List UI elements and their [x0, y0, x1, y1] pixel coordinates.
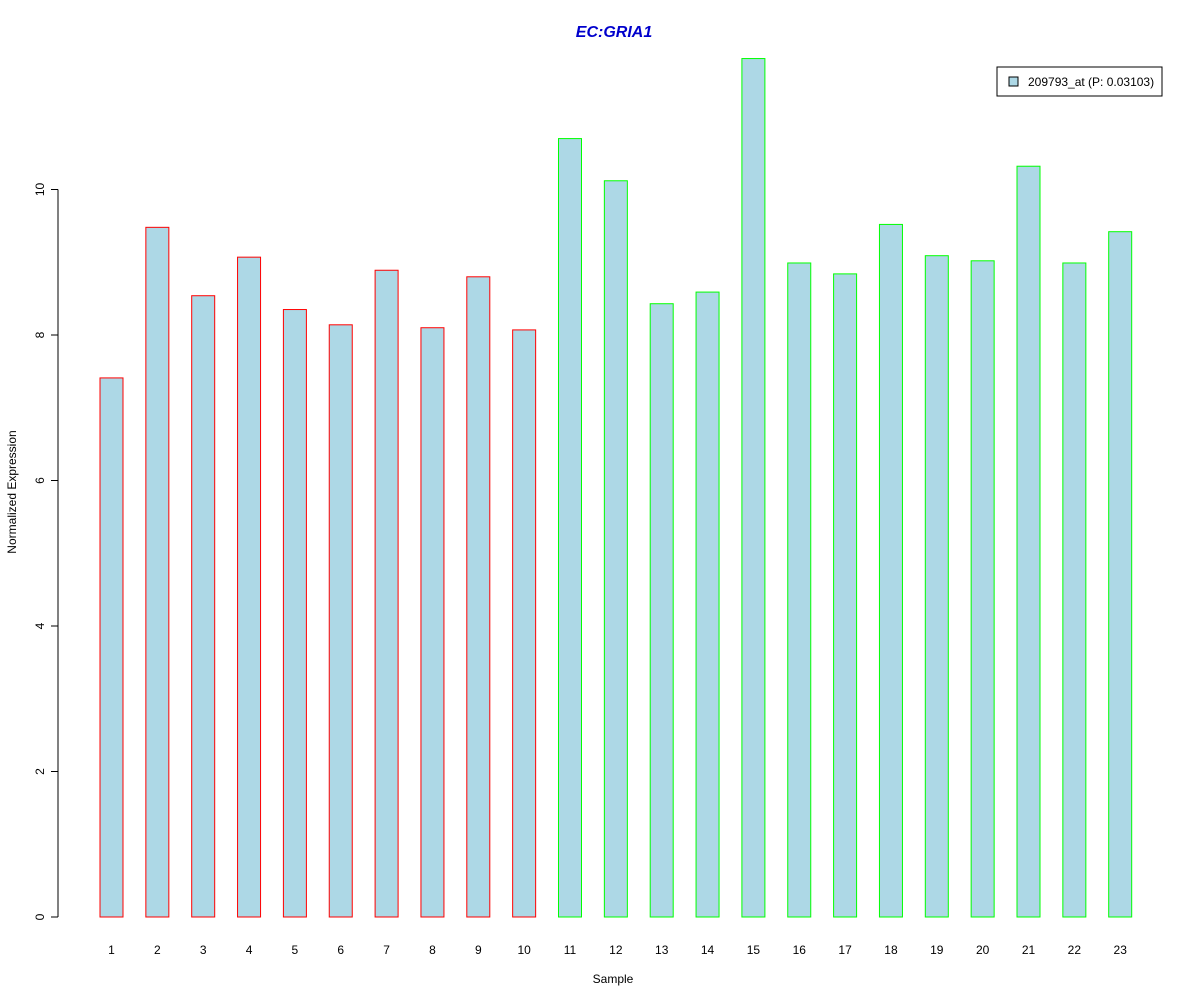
y-tick-label: 8	[33, 331, 47, 338]
x-tick-label: 22	[1068, 943, 1082, 957]
bar-sample-22	[1062, 262, 1087, 918]
x-tick-label: 11	[564, 943, 577, 957]
x-tick-labels: 1 2 3 4 5 6 7 8 9 10 11 12 13 14 15 16 17 18 19 20 21 22 23	[108, 943, 1127, 957]
bar-sample-16	[787, 262, 812, 918]
bar-sample-14	[695, 291, 720, 918]
legend-swatch	[1008, 76, 1019, 87]
y-tick-label: 4	[33, 622, 47, 629]
bar-sample-18	[878, 223, 903, 918]
x-tick-label: 18	[884, 943, 898, 957]
x-tick-label: 23	[1114, 943, 1128, 957]
x-tick-label: 21	[1022, 943, 1036, 957]
x-tick-label: 20	[976, 943, 990, 957]
x-tick-label: 9	[475, 943, 482, 957]
bar-sample-3	[191, 295, 216, 918]
bar-sample-9	[466, 276, 491, 918]
bar-sample-11	[558, 138, 582, 918]
x-tick-label: 15	[747, 943, 761, 957]
bar-sample-17	[833, 273, 858, 918]
x-tick-label: 3	[200, 943, 207, 957]
y-tick-label: 2	[33, 768, 47, 775]
x-tick-label: 19	[930, 943, 944, 957]
bars-group	[99, 58, 1133, 918]
bar-sample-1	[99, 377, 124, 918]
x-tick-label: 7	[383, 943, 390, 957]
bar-sample-5	[282, 309, 307, 918]
x-tick-label: 1	[108, 943, 115, 957]
x-tick-label: 13	[655, 943, 669, 957]
x-tick-label: 6	[337, 943, 344, 957]
chart-title: EC:GRIA1	[576, 24, 653, 41]
bar-sample-10	[512, 329, 537, 918]
x-tick-label: 10	[517, 943, 531, 957]
bar-sample-4	[237, 256, 262, 918]
x-tick-label: 17	[838, 943, 852, 957]
legend: 209793_at (P: 0.03103)	[996, 66, 1163, 97]
x-tick-label: 12	[609, 943, 623, 957]
legend-label: 209793_at (P: 0.03103)	[1028, 75, 1154, 89]
x-tick-label: 2	[154, 943, 161, 957]
x-tick-label: 4	[246, 943, 253, 957]
bar-sample-19	[924, 255, 949, 918]
bar-sample-8	[420, 327, 445, 918]
x-axis-label: Sample	[593, 972, 634, 986]
legend-box	[996, 66, 1163, 97]
bar-sample-6	[328, 324, 353, 918]
bar-sample-2	[145, 226, 170, 918]
x-tick-label: 14	[701, 943, 715, 957]
x-tick-label: 8	[429, 943, 436, 957]
y-tick-label: 0	[33, 913, 47, 920]
y-tick-label: 6	[33, 477, 47, 484]
bar-sample-12	[603, 180, 628, 918]
y-tick-label: 10	[33, 183, 47, 197]
bar-sample-7	[374, 269, 399, 918]
x-tick-label: 5	[292, 943, 299, 957]
bar-sample-15	[741, 58, 766, 918]
x-tick-label: 16	[793, 943, 807, 957]
bar-sample-21	[1016, 165, 1041, 918]
bar-sample-23	[1108, 231, 1133, 918]
bar-sample-13	[649, 303, 674, 918]
bar-sample-20	[970, 260, 995, 918]
y-axis: 0 2 4 6 8 10	[33, 183, 59, 920]
y-axis-label: Normalized Expression	[5, 430, 19, 553]
